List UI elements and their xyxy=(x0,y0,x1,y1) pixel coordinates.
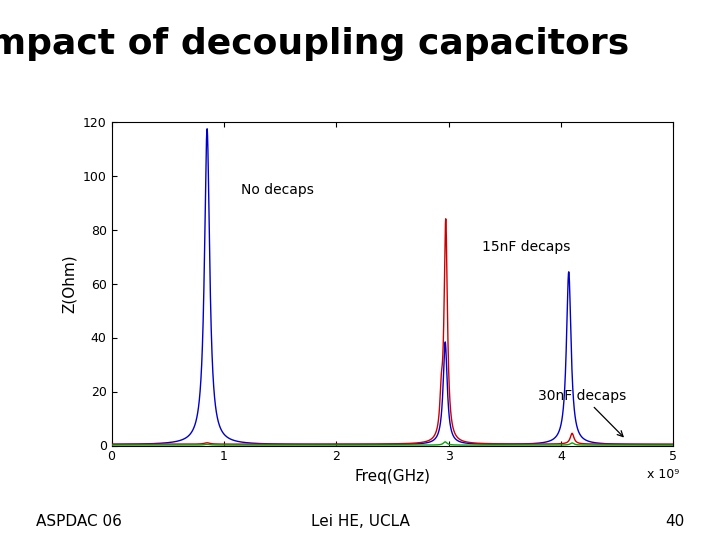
Text: ASPDAC 06: ASPDAC 06 xyxy=(36,514,122,529)
Text: No decaps: No decaps xyxy=(240,184,314,198)
Text: 40: 40 xyxy=(665,514,684,529)
Text: 30nF decaps: 30nF decaps xyxy=(539,389,626,437)
Text: Lei HE, UCLA: Lei HE, UCLA xyxy=(310,514,410,529)
X-axis label: Freq(GHz): Freq(GHz) xyxy=(354,469,431,484)
Text: x 10⁹: x 10⁹ xyxy=(647,468,679,481)
Y-axis label: Z(Ohm): Z(Ohm) xyxy=(63,254,77,313)
Text: Impact of decoupling capacitors: Impact of decoupling capacitors xyxy=(0,27,629,61)
Text: 15nF decaps: 15nF decaps xyxy=(482,240,571,254)
